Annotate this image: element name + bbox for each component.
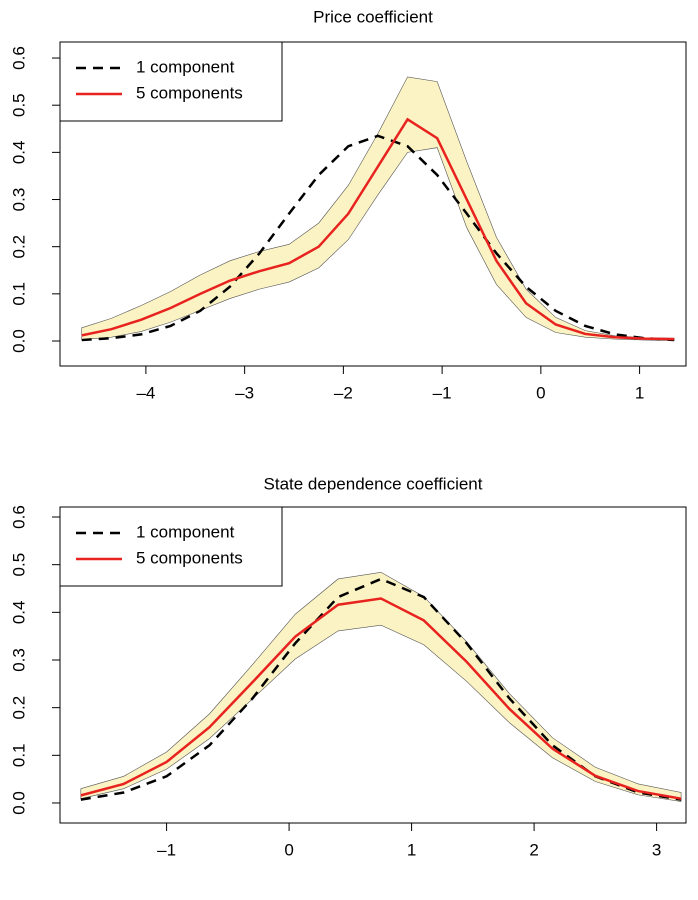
x-tick-label: –3 — [235, 383, 254, 402]
y-tick-label: 0.6 — [9, 505, 28, 529]
series-line — [80, 597, 682, 800]
x-tick-label: 1 — [407, 840, 416, 859]
y-tick-label: 0.1 — [9, 282, 28, 306]
y-tick-label: 0.1 — [9, 743, 28, 767]
x-tick-label: –1 — [433, 383, 452, 402]
y-tick-label: 0.3 — [9, 648, 28, 672]
legend-box — [59, 41, 283, 122]
legend-label: 5 components — [136, 83, 243, 102]
series-line — [81, 117, 675, 341]
legend-label: 5 components — [136, 548, 243, 567]
x-tick-label: –1 — [157, 840, 176, 859]
y-tick-label: 0.0 — [9, 791, 28, 815]
x-tick-label: 2 — [529, 840, 538, 859]
x-tick-label: 0 — [284, 840, 293, 859]
y-tick-label: 0.2 — [9, 235, 28, 259]
legend-label: 1 component — [136, 522, 235, 541]
legend-box — [59, 506, 283, 587]
y-tick-label: 0.6 — [9, 46, 28, 70]
y-tick-label: 0.2 — [9, 696, 28, 720]
plot-frame — [59, 41, 687, 367]
y-tick-label: 0.4 — [9, 141, 28, 165]
y-tick-label: 0.4 — [9, 601, 28, 625]
confidence-band — [80, 571, 682, 802]
y-tick-label: 0.3 — [9, 188, 28, 212]
x-tick-label: –4 — [136, 383, 155, 402]
x-tick-label: –2 — [334, 383, 353, 402]
x-tick-label: 1 — [635, 383, 644, 402]
y-tick-label: 0.0 — [9, 329, 28, 353]
y-tick-label: 0.5 — [9, 93, 28, 117]
plot-frame — [59, 506, 687, 824]
y-tick-label: 0.5 — [9, 553, 28, 577]
chart-title: Price coefficient — [313, 7, 433, 26]
x-tick-label: 0 — [536, 383, 545, 402]
chart-title: State dependence coefficient — [264, 474, 483, 493]
legend-label: 1 component — [136, 57, 235, 76]
series-line — [81, 134, 675, 342]
confidence-band — [81, 76, 675, 341]
x-tick-label: 3 — [652, 840, 661, 859]
